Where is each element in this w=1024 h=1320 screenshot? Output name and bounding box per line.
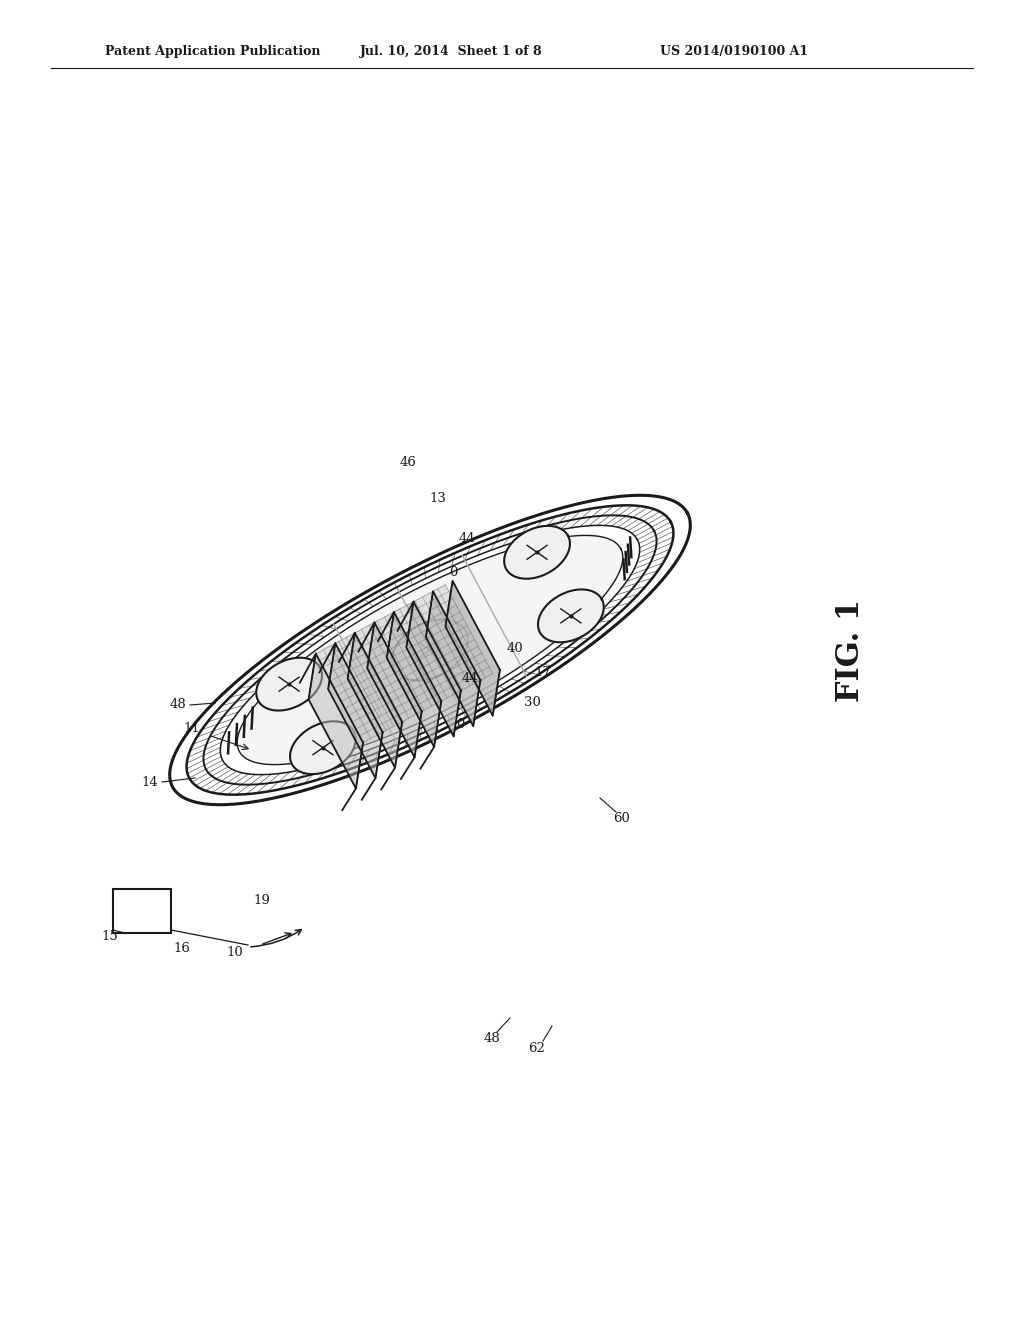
- Text: 30: 30: [523, 696, 541, 709]
- Text: 0: 0: [456, 718, 464, 731]
- Text: 19: 19: [254, 894, 270, 907]
- Text: 10: 10: [226, 945, 244, 958]
- Polygon shape: [445, 581, 500, 715]
- Text: Patent Application Publication: Patent Application Publication: [105, 45, 321, 58]
- Text: 40: 40: [507, 642, 523, 655]
- Text: 44: 44: [462, 672, 478, 685]
- Text: 48: 48: [170, 698, 186, 711]
- Polygon shape: [504, 525, 570, 578]
- Polygon shape: [538, 590, 604, 643]
- Text: 46: 46: [399, 455, 417, 469]
- Polygon shape: [238, 536, 623, 764]
- Text: 60: 60: [613, 812, 631, 825]
- Text: 62: 62: [528, 1041, 546, 1055]
- Bar: [113, 888, 171, 933]
- Text: FIG. 1: FIG. 1: [835, 598, 866, 701]
- Text: 16: 16: [173, 941, 190, 954]
- Text: 17: 17: [535, 665, 552, 678]
- Polygon shape: [426, 591, 480, 726]
- Text: 13: 13: [429, 491, 446, 504]
- Polygon shape: [387, 612, 441, 747]
- Polygon shape: [308, 653, 364, 788]
- Polygon shape: [348, 632, 402, 768]
- Text: 11: 11: [183, 722, 201, 734]
- Text: 0: 0: [449, 565, 457, 578]
- Text: 44: 44: [459, 532, 475, 544]
- Text: 48: 48: [483, 1031, 501, 1044]
- Polygon shape: [392, 619, 468, 681]
- Polygon shape: [256, 657, 322, 710]
- Polygon shape: [328, 643, 383, 777]
- Text: Jul. 10, 2014  Sheet 1 of 8: Jul. 10, 2014 Sheet 1 of 8: [360, 45, 543, 58]
- Polygon shape: [368, 623, 422, 758]
- Text: US 2014/0190100 A1: US 2014/0190100 A1: [660, 45, 808, 58]
- Polygon shape: [290, 721, 355, 774]
- Text: 14: 14: [141, 776, 159, 788]
- Polygon shape: [407, 602, 461, 737]
- Text: 15: 15: [101, 931, 119, 944]
- Polygon shape: [315, 585, 493, 743]
